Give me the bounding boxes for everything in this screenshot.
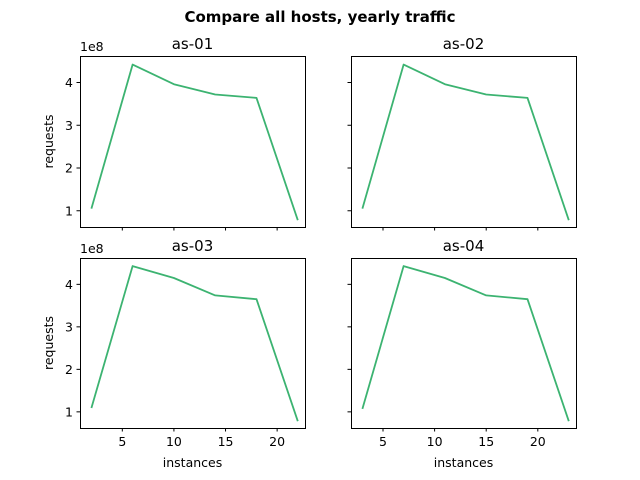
figure-suptitle: Compare all hosts, yearly traffic bbox=[184, 8, 455, 26]
x-tick-label-as03-0: 5 bbox=[118, 434, 126, 449]
x-tick-label-as04-1: 10 bbox=[427, 434, 443, 449]
y-axis-label-as01: requests bbox=[41, 114, 56, 168]
y-tick-label-as01-0: 1 bbox=[65, 203, 73, 218]
plot-frame-as02 bbox=[351, 56, 577, 228]
series-line-as01 bbox=[90, 63, 299, 221]
x-tick-label-as03-1: 10 bbox=[166, 434, 182, 449]
x-tick-label-as04-0: 5 bbox=[379, 434, 387, 449]
panel-as02: as-02 bbox=[347, 35, 577, 231]
series-line-as02 bbox=[361, 63, 570, 221]
panel-as04: as-04 5 10 15 20 instances bbox=[347, 237, 577, 470]
series-line-as04 bbox=[361, 265, 570, 422]
y-offset-label-as01: 1e8 bbox=[80, 39, 104, 54]
y-tick-label-as03-2: 3 bbox=[65, 319, 73, 334]
y-tick-label-as01-2: 3 bbox=[65, 118, 73, 133]
plot-frame-as01 bbox=[80, 56, 306, 228]
plot-frame-as04 bbox=[351, 258, 577, 429]
x-tick-label-as04-3: 20 bbox=[530, 434, 546, 449]
panel-as01: as-01 1 2 3 4 requests 1e8 bbox=[41, 35, 306, 231]
y-tick-label-as01-1: 2 bbox=[65, 161, 73, 176]
x-tick-label-as03-3: 20 bbox=[269, 434, 285, 449]
x-axis-label-as04: instances bbox=[434, 455, 493, 470]
panel-as03: as-03 1 2 3 4 5 10 15 20 requests instances 1e8 bbox=[41, 237, 306, 470]
x-tick-label-as04-2: 15 bbox=[478, 434, 494, 449]
x-tick-label-as03-2: 15 bbox=[218, 434, 234, 449]
panel-title-as04: as-04 bbox=[443, 237, 485, 255]
series-line-as03 bbox=[90, 265, 299, 422]
x-axis-label-as03: instances bbox=[163, 455, 222, 470]
panel-title-as03: as-03 bbox=[172, 237, 214, 255]
y-tick-label-as03-3: 4 bbox=[65, 277, 73, 292]
plot-frame-as03 bbox=[80, 258, 306, 429]
panel-title-as02: as-02 bbox=[443, 35, 485, 53]
y-tick-label-as03-0: 1 bbox=[65, 404, 73, 419]
panel-title-as01: as-01 bbox=[172, 35, 214, 53]
y-offset-label-as03: 1e8 bbox=[80, 241, 104, 256]
y-axis-label-as03: requests bbox=[41, 316, 56, 370]
y-tick-label-as01-3: 4 bbox=[65, 75, 73, 90]
y-tick-label-as03-1: 2 bbox=[65, 362, 73, 377]
